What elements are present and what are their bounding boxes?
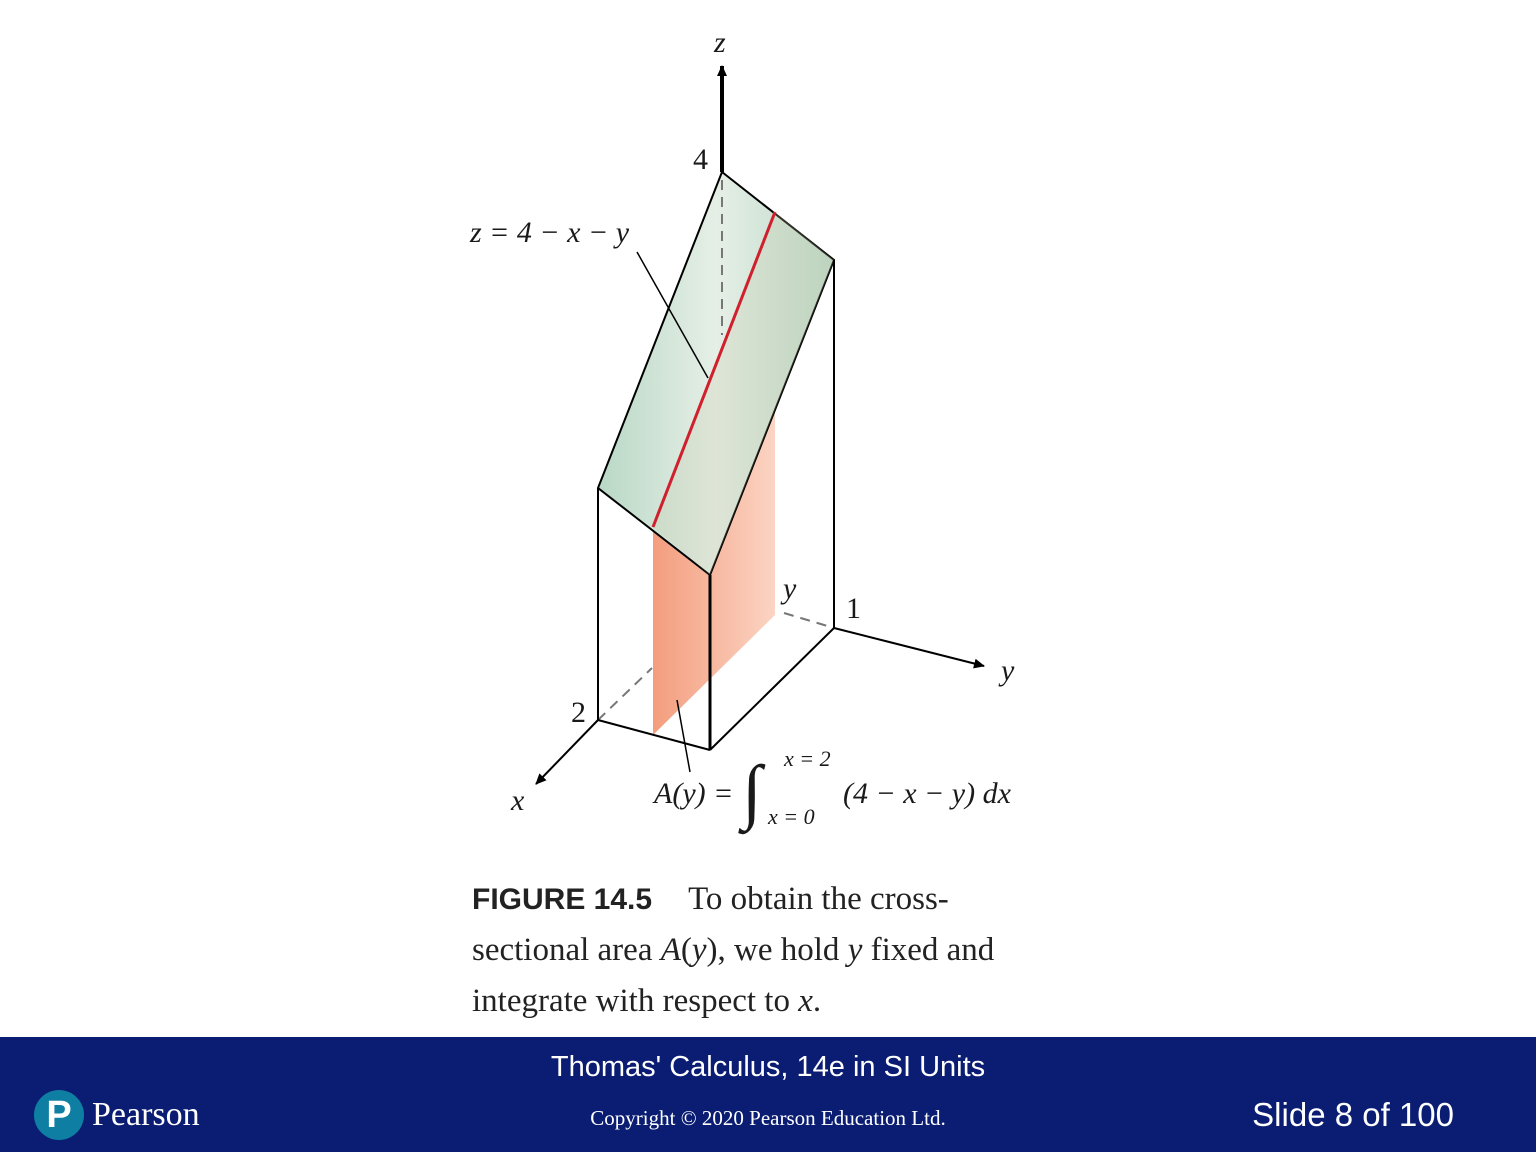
plane-leader	[636, 251, 709, 379]
caption-text: sectional area	[472, 932, 661, 968]
lower-limit: x = 0	[767, 804, 815, 829]
area-lhs: A(y) =	[652, 777, 733, 810]
caption-text: ), we hold	[706, 932, 848, 968]
y-axis-label: y	[998, 654, 1015, 687]
y-axis	[833, 627, 985, 669]
caption-text: (	[680, 932, 692, 968]
caption-line-2: sectional area A(y), we hold y fixed and	[472, 925, 1092, 976]
caption-text: integrate with respect to	[472, 983, 799, 1019]
caption-line-1: FIGURE 14.5 To obtain the cross-	[472, 874, 1092, 925]
z-tick-label: 4	[693, 143, 708, 176]
edge-bottom-front	[597, 719, 711, 751]
caption-line-3: integrate with respect to x.	[472, 976, 1092, 1027]
slide-counter: Slide 8 of 100	[1252, 1096, 1454, 1133]
z-axis-label: z	[713, 26, 726, 59]
caption-math: y	[847, 932, 863, 968]
pearson-logo: P Pearson	[34, 1087, 200, 1143]
y-tick-label: 1	[846, 592, 861, 625]
copyright-notice: Copyright © 2020 Pearson Education Ltd.	[590, 1106, 946, 1130]
trace-line	[651, 211, 777, 528]
x-tick-label: 2	[571, 696, 586, 729]
integral-sign: ∫	[738, 751, 766, 835]
pearson-logo-text: Pearson	[92, 1096, 200, 1133]
pearson-logo-icon: P	[34, 1090, 84, 1140]
caption-math: x	[798, 983, 813, 1019]
solid-diagram: z y x 4 1 2 y z = 4 − x − y A(y) = ∫ x =…	[469, 26, 1015, 835]
caption-math: A	[660, 932, 681, 968]
caption-text: fixed and	[862, 932, 995, 968]
caption-text: .	[812, 983, 822, 1019]
caption-math: y	[691, 932, 707, 968]
plane-equation: z = 4 − x − y	[469, 216, 630, 249]
edge-bottom-right	[709, 627, 835, 751]
x-axis-label: x	[510, 784, 525, 817]
figure-label: FIGURE 14.5	[472, 883, 653, 916]
upper-limit: x = 2	[783, 746, 831, 771]
caption-text-1: To obtain the cross-	[688, 881, 949, 917]
cut-label: y	[780, 572, 797, 605]
hidden-x-edge	[597, 667, 653, 721]
figure-caption: FIGURE 14.5 To obtain the cross- sectiona…	[472, 874, 1092, 1027]
hidden-y-edge	[783, 612, 835, 629]
x-axis	[535, 719, 599, 785]
book-title: Thomas' Calculus, 14e in SI Units	[550, 1051, 986, 1083]
plane-shading	[653, 212, 834, 575]
integrand: (4 − x − y) dx	[843, 777, 1012, 810]
area-leader	[676, 699, 691, 773]
footer-bar: Thomas' Calculus, 14e in SI Units Copyri…	[0, 1037, 1536, 1152]
